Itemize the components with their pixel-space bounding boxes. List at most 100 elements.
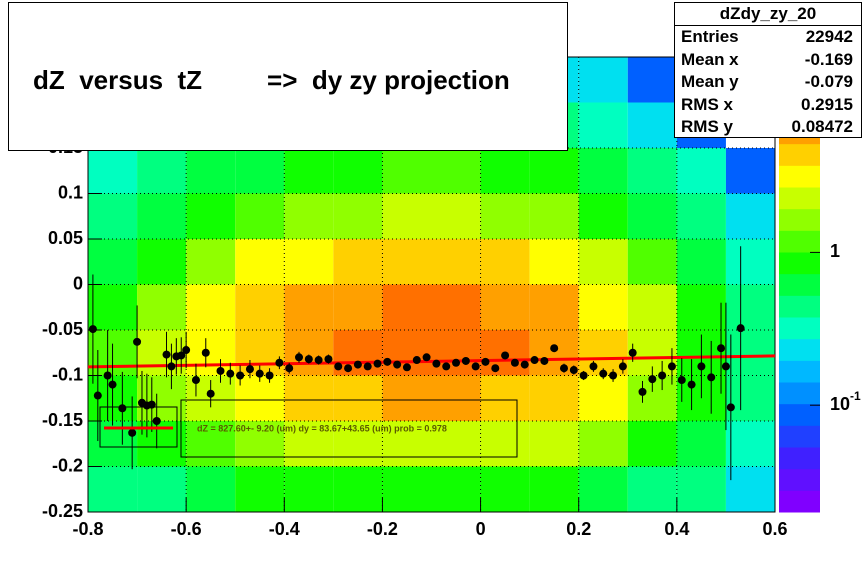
- profile-point: [285, 364, 294, 373]
- profile-point: [128, 428, 137, 437]
- x-tick-label: -0.2: [367, 519, 398, 539]
- profile-point: [599, 369, 608, 378]
- profile-point: [118, 404, 127, 413]
- heatmap-cell: [235, 375, 285, 421]
- heatmap-cell: [529, 148, 579, 194]
- y-tick-label: -0.15: [42, 410, 83, 430]
- heatmap-cell: [627, 421, 677, 467]
- heatmap-cell: [382, 148, 432, 194]
- profile-point: [618, 362, 627, 371]
- heatmap-cell: [578, 193, 628, 239]
- heatmap-cell: [88, 239, 138, 285]
- x-tick-label: 0: [476, 519, 486, 539]
- stats-row: Entries 22942: [675, 26, 861, 49]
- stats-label: Mean x: [681, 49, 739, 69]
- stats-label: RMS y: [681, 117, 733, 136]
- colorbar-band: [779, 295, 820, 318]
- profile-point: [628, 348, 637, 357]
- profile-point: [295, 353, 304, 362]
- heatmap-cell: [137, 375, 187, 421]
- profile-point: [363, 362, 372, 371]
- profile-point: [540, 356, 549, 365]
- profile-point: [707, 373, 716, 382]
- heatmap-cell: [480, 421, 530, 467]
- profile-point: [579, 371, 588, 380]
- heatmap-cell: [480, 193, 530, 239]
- profile-point: [162, 350, 171, 359]
- profile-point: [697, 362, 706, 371]
- x-tick-label: 0.4: [664, 519, 689, 539]
- heatmap-cell: [725, 330, 775, 376]
- colorbar-band: [779, 252, 820, 275]
- stats-value: 22942: [805, 27, 853, 46]
- x-tick-label: -0.4: [269, 519, 300, 539]
- heatmap-cell: [529, 466, 579, 512]
- stats-row: Mean x -0.169: [675, 49, 861, 72]
- heatmap-cell: [676, 239, 726, 285]
- profile-point: [167, 362, 176, 371]
- profile-point: [422, 353, 431, 362]
- z-tick-label: 1: [830, 241, 840, 261]
- y-tick-label: 0.1: [58, 182, 83, 202]
- heatmap-cell: [725, 466, 775, 512]
- heatmap-cell: [676, 193, 726, 239]
- heatmap-cell: [235, 284, 285, 330]
- heatmap-cell: [186, 421, 236, 467]
- heatmap-cell: [578, 421, 628, 467]
- profile-point: [736, 324, 745, 333]
- heatmap-cell: [725, 375, 775, 421]
- profile-point: [442, 362, 451, 371]
- heatmap-cell: [186, 284, 236, 330]
- heatmap-cell: [431, 193, 481, 239]
- stats-label: Mean y: [681, 72, 739, 91]
- profile-point: [461, 356, 470, 365]
- profile-point: [452, 358, 461, 367]
- profile-point: [412, 356, 421, 365]
- stats-name: dZdy_zy_20: [675, 3, 861, 26]
- profile-point: [88, 325, 97, 334]
- heatmap-cell: [627, 466, 677, 512]
- colorbar-band: [779, 360, 820, 383]
- z-tick-label-base: 10: [830, 394, 850, 414]
- heatmap-cell: [725, 284, 775, 330]
- heatmap-cell: [88, 466, 138, 512]
- heatmap-cell: [137, 284, 187, 330]
- profile-point: [550, 344, 559, 353]
- profile-point: [717, 344, 726, 353]
- heatmap-cell: [88, 148, 138, 194]
- colorbar-band: [779, 165, 820, 188]
- x-tick-label: -0.8: [72, 519, 103, 539]
- colorbar-band: [779, 425, 820, 448]
- heatmap-cell: [480, 375, 530, 421]
- heatmap-cell: [725, 148, 775, 194]
- profile-point: [667, 362, 676, 371]
- heatmap-cell: [186, 148, 236, 194]
- colorbar-band: [779, 490, 820, 513]
- heatmap-cell: [676, 421, 726, 467]
- z-tick-label-exp: -1: [850, 389, 861, 403]
- z-tick-label: 10-1: [830, 389, 861, 414]
- fit-line: [87, 354, 776, 369]
- title-box: dZ versus tZ => dy zy projection: [8, 2, 568, 151]
- y-tick-label: 0: [73, 273, 83, 293]
- heatmap-cell: [235, 239, 285, 285]
- profile-point: [393, 360, 402, 369]
- profile-point: [491, 364, 500, 373]
- colorbar-band: [779, 143, 820, 166]
- stats-value: 0.08472: [791, 117, 853, 136]
- chart-title: dZ versus tZ => dy zy projection: [33, 65, 510, 95]
- heatmap-cell: [627, 57, 677, 103]
- heatmap-cell: [529, 239, 579, 285]
- profile-point: [510, 358, 519, 367]
- heatmap-cell: [431, 421, 481, 467]
- legend-box: [99, 406, 178, 448]
- heatmap-cell: [578, 466, 628, 512]
- heatmap-cell: [529, 421, 579, 467]
- heatmap-cell: [676, 466, 726, 512]
- heatmap-cell: [284, 375, 334, 421]
- colorbar-band: [779, 187, 820, 210]
- heatmap-cell: [137, 148, 187, 194]
- heatmap-cell: [186, 466, 236, 512]
- heatmap-cell: [333, 466, 383, 512]
